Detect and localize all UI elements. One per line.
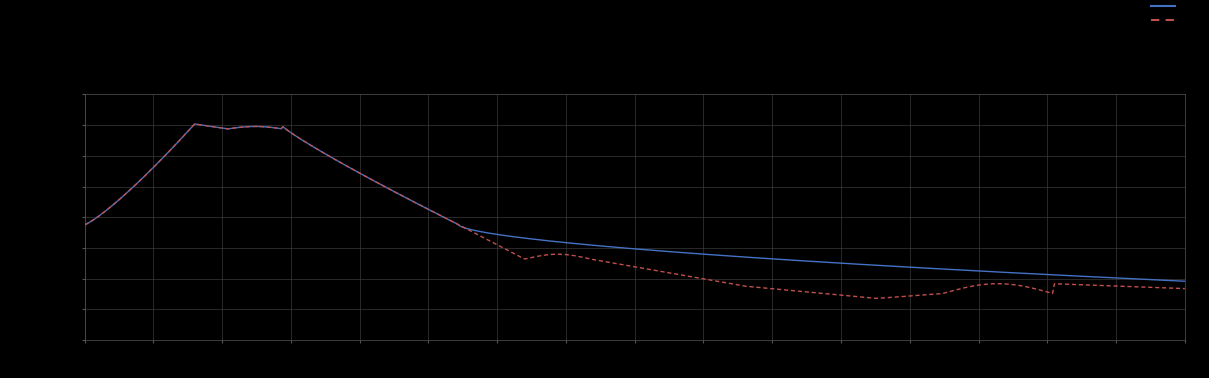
Legend: , : ,	[1151, 1, 1180, 26]
